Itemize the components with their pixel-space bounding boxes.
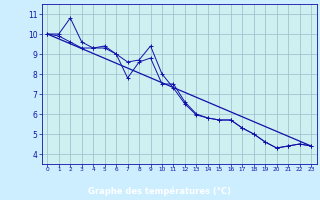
- Text: Graphe des températures (°C): Graphe des températures (°C): [89, 186, 231, 196]
